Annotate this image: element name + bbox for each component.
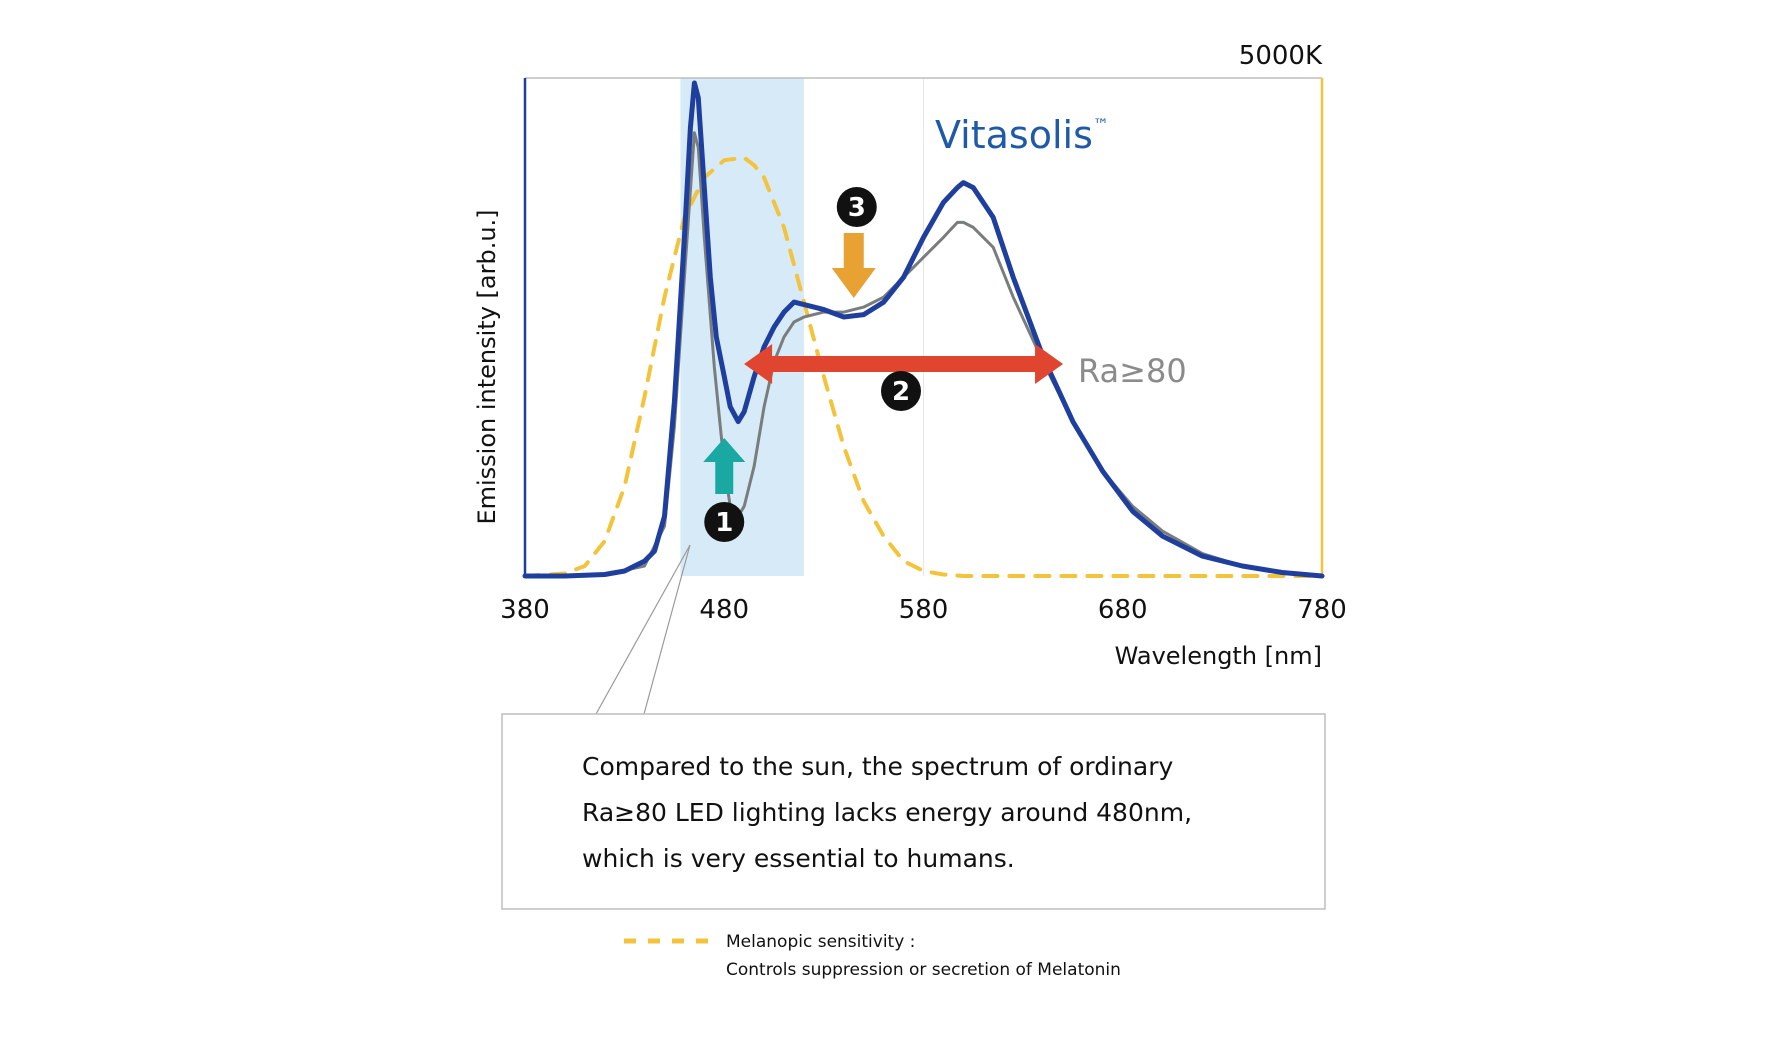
marker-number: 1 [715,508,733,538]
marker-number: 2 [892,377,910,407]
series-group [522,80,1325,579]
callout: Compared to the sun, the spectrum of ord… [501,544,1326,910]
y-axis-label: Emission intensity [arb.u.] [473,209,501,524]
marker-badge [704,502,745,542]
marker-1-up-arrow [703,438,746,494]
annotation-markers: 1 2 3 [703,187,1064,542]
legend-line-1: Melanopic sensitivity : [726,932,915,952]
trademark-symbol: ™ [1093,115,1109,134]
x-tick-label: 780 [1297,595,1347,625]
x-tick-label: 480 [699,595,749,625]
x-tick-label: 380 [500,595,550,625]
marker-number: 3 [848,193,866,223]
marker-2-double-arrow [744,344,1064,384]
callout-pointer-right [643,544,691,715]
series-line-0 [522,80,1325,579]
series-line-2 [523,155,1324,578]
callout-box [501,713,1326,910]
marker-badge [836,187,877,227]
marker-3-down-arrow [831,233,876,298]
legend: Melanopic sensitivity : Controls suppres… [624,932,1121,980]
ra80-series-label: Ra≥80 [1078,352,1187,390]
callout-line-2: Ra≥80 LED lighting lacks energy around 4… [582,798,1192,827]
x-tick-label: 680 [1098,595,1148,625]
vitasolis-series-label: Vitasolis™ [935,113,1109,157]
x-axis-label: Wavelength [nm] [1115,642,1322,670]
color-temperature-label: 5000K [1239,41,1323,71]
callout-line-1: Compared to the sun, the spectrum of ord… [582,752,1174,781]
callout-pointer-left [595,544,691,715]
callout-line-3: which is very essential to humans. [582,844,1015,873]
marker-badge [881,371,921,411]
vitasolis-label-text: Vitasolis [935,113,1093,157]
legend-line-2: Controls suppression or secretion of Mel… [726,960,1121,980]
x-tick-labels: 380 480 580 680 780 [500,595,1347,625]
x-tick-label: 580 [899,595,949,625]
